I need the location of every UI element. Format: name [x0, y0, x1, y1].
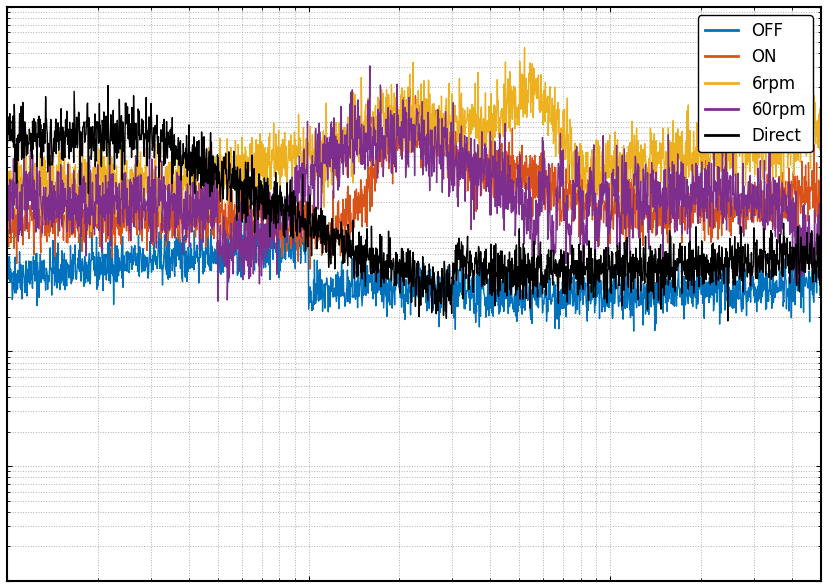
6rpm — [643, 170, 653, 177]
Direct — [792, 223, 802, 230]
ON — [792, 226, 802, 233]
6rpm — [792, 157, 802, 164]
60rpm — [398, 108, 408, 115]
6rpm — [376, 86, 386, 93]
ON — [404, 85, 414, 92]
60rpm — [213, 298, 222, 305]
60rpm — [2, 220, 12, 228]
OFF — [398, 294, 408, 301]
6rpm — [815, 146, 825, 153]
Direct — [2, 133, 12, 140]
ON — [376, 163, 386, 170]
6rpm — [44, 155, 54, 162]
Direct — [722, 318, 732, 325]
6rpm — [2, 193, 12, 201]
OFF — [815, 290, 825, 298]
Legend: OFF, ON, 6rpm, 60rpm, Direct: OFF, ON, 6rpm, 60rpm, Direct — [697, 15, 812, 152]
OFF — [643, 311, 653, 318]
Line: OFF: OFF — [7, 213, 820, 331]
60rpm — [815, 203, 825, 210]
Direct — [815, 242, 825, 249]
6rpm — [83, 230, 93, 238]
Direct — [376, 233, 386, 240]
OFF — [792, 286, 802, 293]
OFF — [2, 266, 12, 273]
OFF — [628, 328, 638, 335]
ON — [304, 266, 314, 273]
ON — [792, 200, 802, 207]
ON — [815, 182, 825, 189]
Direct — [792, 226, 802, 233]
OFF — [268, 210, 278, 217]
60rpm — [792, 234, 802, 241]
Direct — [44, 140, 54, 147]
6rpm — [519, 44, 529, 51]
OFF — [44, 272, 54, 279]
60rpm — [44, 221, 54, 228]
60rpm — [365, 62, 375, 69]
Direct — [103, 82, 112, 89]
60rpm — [792, 271, 802, 278]
60rpm — [376, 145, 386, 152]
Line: 6rpm: 6rpm — [7, 48, 820, 234]
OFF — [792, 279, 802, 286]
6rpm — [792, 130, 802, 137]
ON — [2, 225, 12, 232]
60rpm — [643, 245, 653, 252]
OFF — [376, 272, 386, 279]
Direct — [398, 248, 408, 255]
6rpm — [398, 148, 408, 155]
ON — [398, 94, 408, 101]
ON — [44, 228, 54, 235]
Line: Direct: Direct — [7, 86, 820, 321]
Direct — [643, 278, 653, 285]
ON — [643, 222, 653, 229]
Line: 60rpm: 60rpm — [7, 66, 820, 301]
Line: ON: ON — [7, 88, 820, 269]
